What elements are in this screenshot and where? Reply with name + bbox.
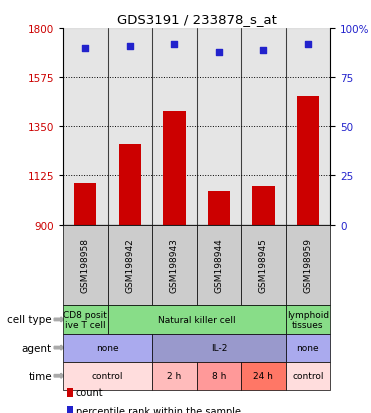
Text: GSM198943: GSM198943 [170, 238, 179, 293]
Text: Natural killer cell: Natural killer cell [158, 315, 236, 324]
Text: time: time [28, 371, 52, 381]
Point [305, 41, 311, 48]
Text: GSM198958: GSM198958 [81, 238, 90, 293]
Text: percentile rank within the sample: percentile rank within the sample [76, 406, 241, 413]
Text: GSM198942: GSM198942 [125, 238, 134, 293]
Text: 2 h: 2 h [167, 371, 181, 380]
Bar [286, 29, 330, 225]
Text: none: none [96, 343, 119, 352]
Bar [197, 29, 241, 225]
Point [127, 43, 133, 50]
Bar [74, 184, 96, 413]
Text: 24 h: 24 h [253, 371, 273, 380]
Text: lymphoid
tissues: lymphoid tissues [287, 310, 329, 329]
Bar [163, 112, 186, 413]
Text: control: control [92, 371, 123, 380]
Text: count: count [76, 387, 103, 397]
Text: GSM198945: GSM198945 [259, 238, 268, 293]
Text: GSM198944: GSM198944 [214, 238, 223, 293]
Text: agent: agent [22, 343, 52, 353]
Point [216, 49, 222, 56]
Text: cell type: cell type [7, 315, 52, 325]
Bar [241, 29, 286, 225]
Bar [63, 29, 108, 225]
Text: control: control [292, 371, 324, 380]
Bar [297, 97, 319, 413]
Text: GSM198959: GSM198959 [303, 238, 312, 293]
Text: CD8 posit
ive T cell: CD8 posit ive T cell [63, 310, 107, 329]
Title: GDS3191 / 233878_s_at: GDS3191 / 233878_s_at [117, 13, 276, 26]
Bar [108, 29, 152, 225]
Text: 8 h: 8 h [212, 371, 226, 380]
Point [82, 45, 88, 52]
Bar [252, 187, 275, 413]
Bar [119, 145, 141, 413]
Bar [152, 29, 197, 225]
Point [260, 47, 266, 54]
Point [171, 41, 177, 48]
Bar [208, 191, 230, 413]
Text: none: none [297, 343, 319, 352]
Text: IL-2: IL-2 [211, 343, 227, 352]
